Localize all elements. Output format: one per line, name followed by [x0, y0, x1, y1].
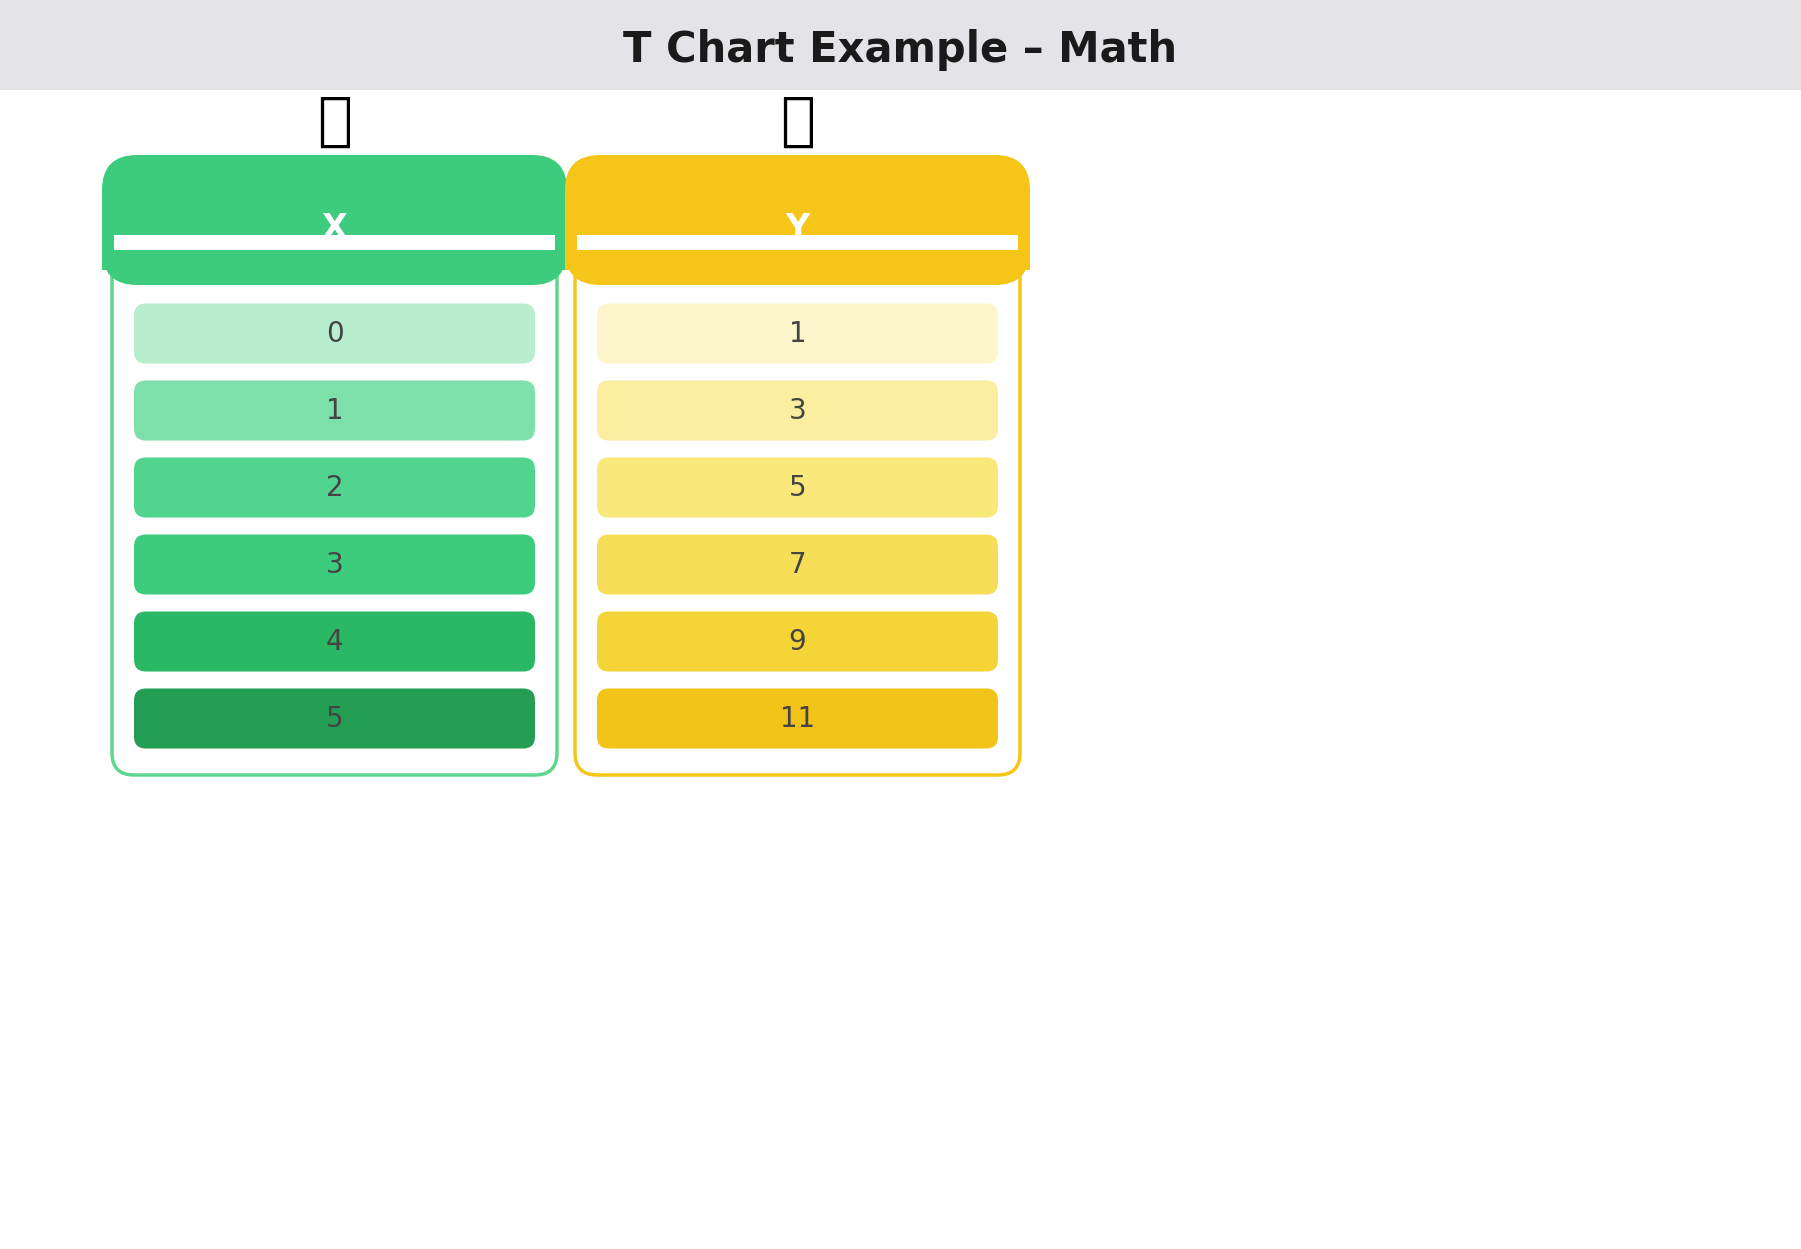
- FancyBboxPatch shape: [133, 688, 535, 748]
- Text: 7: 7: [789, 551, 807, 578]
- Text: Y: Y: [785, 211, 810, 245]
- FancyBboxPatch shape: [596, 535, 998, 595]
- Bar: [576, 235, 1018, 250]
- Text: 1: 1: [789, 320, 807, 347]
- FancyBboxPatch shape: [133, 304, 535, 363]
- Text: 3: 3: [789, 396, 807, 425]
- FancyBboxPatch shape: [133, 381, 535, 441]
- FancyBboxPatch shape: [133, 535, 535, 595]
- Text: 11: 11: [780, 704, 816, 732]
- FancyBboxPatch shape: [596, 304, 998, 363]
- Text: X: X: [322, 211, 348, 245]
- Text: 4: 4: [326, 627, 344, 656]
- Text: 0: 0: [326, 320, 344, 347]
- FancyBboxPatch shape: [596, 457, 998, 517]
- Text: 🚧: 🚧: [780, 92, 816, 150]
- Text: 3: 3: [326, 551, 344, 578]
- FancyBboxPatch shape: [133, 457, 535, 517]
- Text: 5: 5: [326, 704, 344, 732]
- Bar: [0, 0, 1801, 90]
- Text: T Chart Example – Math: T Chart Example – Math: [623, 29, 1178, 71]
- Text: 9: 9: [789, 627, 807, 656]
- Bar: [566, 205, 1030, 270]
- FancyBboxPatch shape: [103, 155, 567, 285]
- FancyBboxPatch shape: [575, 210, 1019, 774]
- FancyBboxPatch shape: [596, 381, 998, 441]
- Bar: [113, 235, 555, 250]
- FancyBboxPatch shape: [133, 612, 535, 672]
- FancyBboxPatch shape: [566, 155, 1030, 285]
- Text: 5: 5: [789, 473, 807, 502]
- FancyBboxPatch shape: [112, 210, 557, 774]
- FancyBboxPatch shape: [596, 688, 998, 748]
- Bar: [103, 205, 567, 270]
- Text: 💡: 💡: [317, 92, 351, 150]
- Text: 1: 1: [326, 396, 344, 425]
- FancyBboxPatch shape: [596, 612, 998, 672]
- Text: 2: 2: [326, 473, 344, 502]
